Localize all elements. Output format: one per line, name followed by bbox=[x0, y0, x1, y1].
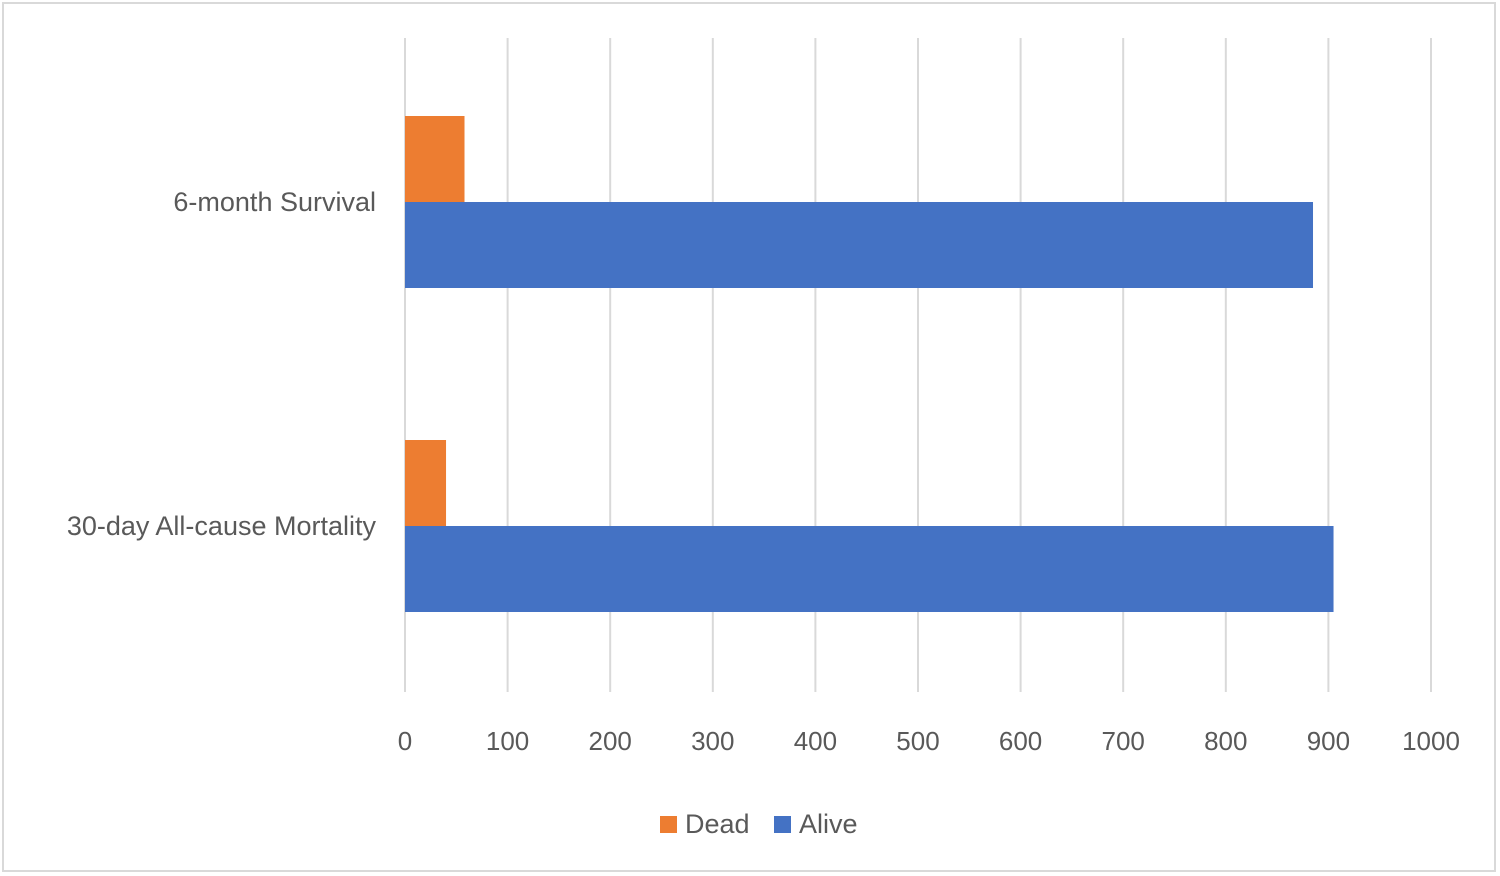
bar-alive bbox=[405, 526, 1334, 612]
legend: Dead Alive bbox=[660, 809, 858, 839]
x-tick-label: 500 bbox=[896, 726, 939, 756]
legend-label-alive: Alive bbox=[799, 809, 858, 839]
x-tick-label: 800 bbox=[1204, 726, 1247, 756]
x-axis-tick-labels: 0 100 200 300 400 500 600 700 800 900 1000 bbox=[398, 726, 1460, 756]
legend-swatch-alive bbox=[774, 816, 791, 833]
x-tick-label: 400 bbox=[794, 726, 837, 756]
bar-chart: 6-month Survival 30-day All-cause Mortali… bbox=[67, 38, 1460, 839]
x-tick-label: 1000 bbox=[1402, 726, 1460, 756]
legend-swatch-dead bbox=[660, 816, 677, 833]
x-tick-label: 600 bbox=[999, 726, 1042, 756]
bar-alive bbox=[405, 202, 1314, 288]
x-tick-label: 100 bbox=[486, 726, 529, 756]
category-labels: 6-month Survival 30-day All-cause Mortali… bbox=[67, 187, 377, 541]
x-tick-label: 700 bbox=[1102, 726, 1145, 756]
category-label: 30-day All-cause Mortality bbox=[67, 511, 377, 541]
x-tick-label: 0 bbox=[398, 726, 412, 756]
bar-dead bbox=[405, 440, 447, 526]
x-tick-label: 300 bbox=[691, 726, 734, 756]
category-label: 6-month Survival bbox=[173, 187, 376, 217]
legend-label-dead: Dead bbox=[685, 809, 750, 839]
bars bbox=[405, 116, 1334, 612]
x-tick-label: 200 bbox=[589, 726, 632, 756]
x-tick-label: 900 bbox=[1307, 726, 1350, 756]
bar-dead bbox=[405, 116, 465, 202]
